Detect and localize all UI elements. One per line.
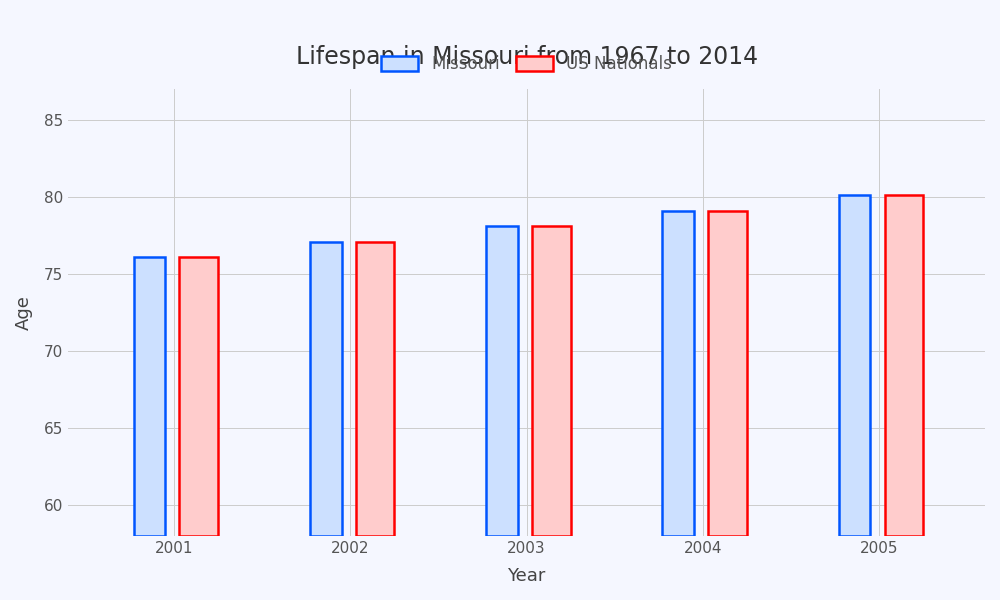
Y-axis label: Age: Age (15, 295, 33, 330)
Legend: Missouri, US Nationals: Missouri, US Nationals (374, 48, 679, 79)
Bar (708, 211, 747, 536)
Bar (134, 257, 165, 536)
Bar (310, 242, 342, 536)
Bar (885, 196, 923, 536)
Title: Lifespan in Missouri from 1967 to 2014: Lifespan in Missouri from 1967 to 2014 (296, 45, 758, 69)
Bar (179, 257, 218, 536)
Bar (356, 242, 394, 536)
Bar (662, 211, 694, 536)
Bar (532, 226, 571, 536)
Bar (839, 196, 870, 536)
X-axis label: Year: Year (507, 567, 546, 585)
Bar (486, 226, 518, 536)
